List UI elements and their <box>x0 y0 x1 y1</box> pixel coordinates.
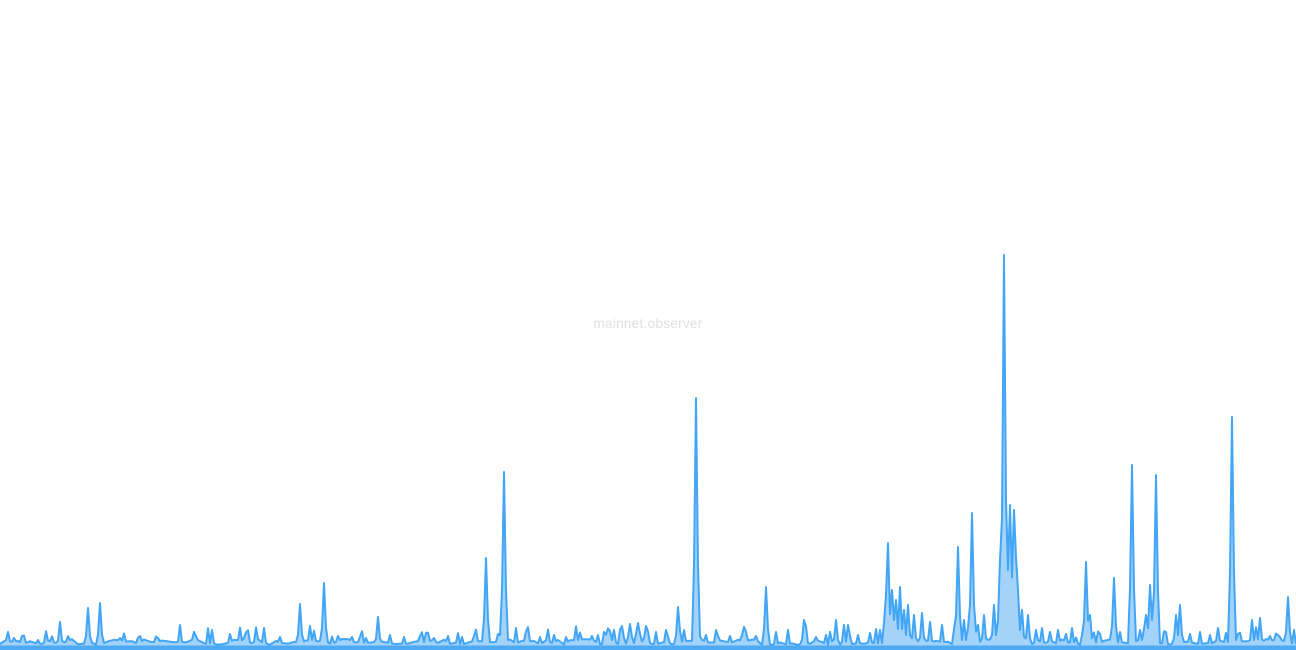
area-stroke <box>0 254 1296 646</box>
area-fill <box>0 255 1296 650</box>
baseline-band <box>0 645 1296 650</box>
